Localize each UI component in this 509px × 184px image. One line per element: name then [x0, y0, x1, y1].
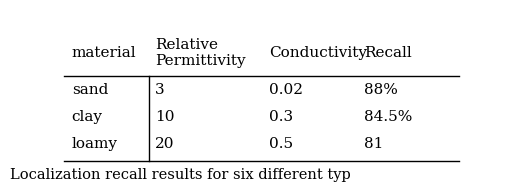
- Text: Relative
Permittivity: Relative Permittivity: [154, 38, 245, 68]
- Text: 0.02: 0.02: [269, 83, 303, 97]
- Text: 20: 20: [154, 137, 174, 151]
- Text: 84.5%: 84.5%: [363, 110, 412, 124]
- Text: 81: 81: [363, 137, 383, 151]
- Text: sand: sand: [71, 83, 108, 97]
- Text: 3: 3: [154, 83, 164, 97]
- Text: 88%: 88%: [363, 83, 397, 97]
- Text: material: material: [71, 46, 136, 60]
- Text: Localization recall results for six different typ: Localization recall results for six diff…: [10, 168, 350, 182]
- Text: Recall: Recall: [363, 46, 411, 60]
- Text: loamy: loamy: [71, 137, 118, 151]
- Text: clay: clay: [71, 110, 102, 124]
- Text: 10: 10: [154, 110, 174, 124]
- Text: 0.5: 0.5: [269, 137, 293, 151]
- Text: 0.3: 0.3: [269, 110, 293, 124]
- Text: Conductivity: Conductivity: [269, 46, 366, 60]
